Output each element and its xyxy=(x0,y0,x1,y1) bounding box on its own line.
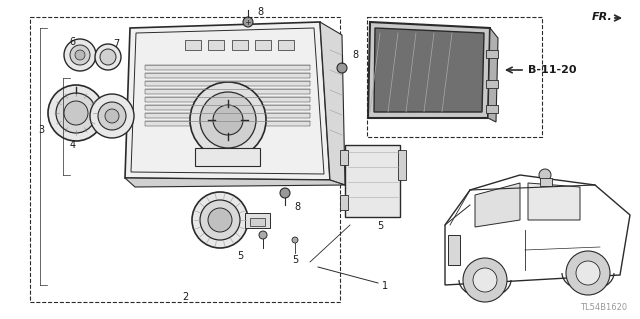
Bar xyxy=(340,150,348,165)
Polygon shape xyxy=(475,183,520,227)
Circle shape xyxy=(190,82,266,158)
Circle shape xyxy=(75,50,85,60)
Bar xyxy=(340,195,348,210)
Text: FR.: FR. xyxy=(592,12,612,22)
Text: 5: 5 xyxy=(292,255,298,265)
Bar xyxy=(245,213,270,228)
Bar xyxy=(398,150,406,180)
Text: 2: 2 xyxy=(182,292,188,302)
Text: 3: 3 xyxy=(38,125,44,135)
Polygon shape xyxy=(320,22,345,185)
Circle shape xyxy=(70,45,90,65)
Text: 8: 8 xyxy=(257,7,263,17)
Bar xyxy=(345,145,400,217)
Circle shape xyxy=(576,261,600,285)
Bar xyxy=(486,50,498,58)
Polygon shape xyxy=(528,183,580,220)
Circle shape xyxy=(48,85,104,141)
Circle shape xyxy=(200,92,256,148)
Circle shape xyxy=(208,208,232,232)
Text: B-11-20: B-11-20 xyxy=(528,65,577,75)
Bar xyxy=(448,235,460,265)
Text: TL54B1620: TL54B1620 xyxy=(580,303,627,313)
Bar xyxy=(232,40,248,50)
Bar xyxy=(145,97,310,102)
Bar xyxy=(486,105,498,113)
Circle shape xyxy=(98,102,126,130)
Polygon shape xyxy=(368,22,490,118)
Bar xyxy=(195,148,260,166)
Circle shape xyxy=(337,63,347,73)
Text: 5: 5 xyxy=(237,251,243,261)
Circle shape xyxy=(566,251,610,295)
Polygon shape xyxy=(125,22,330,180)
Circle shape xyxy=(56,93,96,133)
Bar xyxy=(367,17,542,137)
Bar xyxy=(208,40,224,50)
Bar xyxy=(255,40,271,50)
Text: 4: 4 xyxy=(70,140,76,150)
Bar xyxy=(278,40,294,50)
Bar xyxy=(145,105,310,110)
Bar xyxy=(145,73,310,78)
Bar xyxy=(486,80,498,88)
Polygon shape xyxy=(488,28,498,122)
Bar xyxy=(540,178,552,186)
Circle shape xyxy=(243,17,253,27)
Bar xyxy=(185,40,201,50)
Circle shape xyxy=(292,237,298,243)
Bar xyxy=(145,65,310,70)
Circle shape xyxy=(64,39,96,71)
Bar xyxy=(145,121,310,126)
Polygon shape xyxy=(374,28,484,112)
Circle shape xyxy=(259,231,267,239)
Text: 8: 8 xyxy=(352,50,358,60)
Bar xyxy=(30,17,340,302)
Circle shape xyxy=(463,258,507,302)
Bar xyxy=(145,89,310,94)
Text: 6: 6 xyxy=(69,37,75,47)
Circle shape xyxy=(105,109,119,123)
Bar xyxy=(250,218,265,226)
Circle shape xyxy=(473,268,497,292)
Bar xyxy=(145,81,310,86)
Circle shape xyxy=(280,188,290,198)
Circle shape xyxy=(100,49,116,65)
Polygon shape xyxy=(125,178,345,187)
Circle shape xyxy=(200,200,240,240)
Text: 7: 7 xyxy=(113,39,119,49)
Text: 8: 8 xyxy=(294,202,300,212)
Bar xyxy=(145,113,310,118)
Text: 5: 5 xyxy=(377,221,383,231)
Circle shape xyxy=(213,105,243,135)
Circle shape xyxy=(90,94,134,138)
Circle shape xyxy=(64,101,88,125)
Text: 1: 1 xyxy=(382,281,388,291)
Circle shape xyxy=(192,192,248,248)
Circle shape xyxy=(95,44,121,70)
Circle shape xyxy=(539,169,551,181)
